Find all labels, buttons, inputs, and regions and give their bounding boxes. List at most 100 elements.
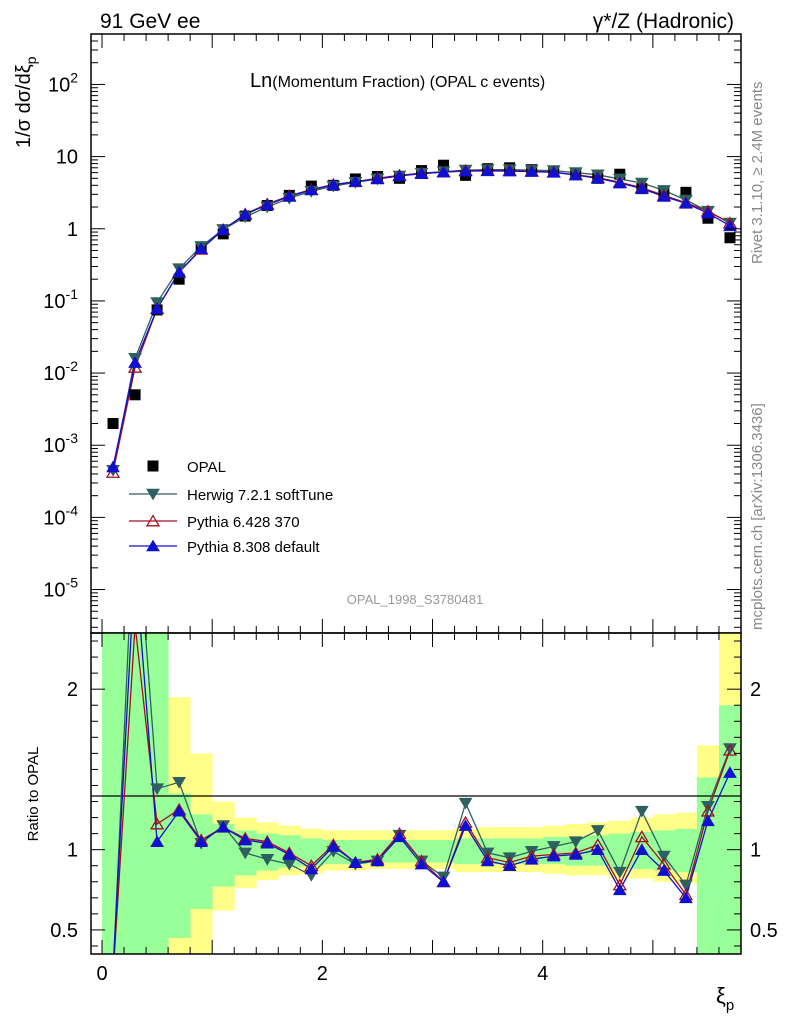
rivet-version-label: Rivet 3.1.10, ≥ 2.4M events bbox=[749, 82, 766, 265]
legend-marker-pythia-6-428-370 bbox=[145, 514, 161, 527]
ratio-herwig-7-2-1-softtune-point bbox=[657, 850, 671, 863]
pythia-8-308-default-point bbox=[546, 165, 561, 178]
ratio-pythia-8-308-default-point bbox=[150, 835, 164, 847]
ratio-pythia-8-308-default-point bbox=[414, 857, 429, 870]
pythia-8-308-default-point bbox=[282, 190, 297, 202]
y-tick-exponent: -4 bbox=[66, 502, 79, 518]
y-tick-exponent: -3 bbox=[66, 430, 79, 446]
ratio-y-tick-label: 0.5 bbox=[50, 920, 78, 942]
uncertainty-band-inner bbox=[300, 838, 323, 866]
opal-point bbox=[438, 159, 450, 171]
ratio-herwig-7-2-1-softtune-point bbox=[260, 854, 275, 866]
pythia-8-308-default-point bbox=[216, 223, 231, 236]
pythia-8-308-default-point bbox=[480, 164, 495, 177]
y-tick-base: 10 bbox=[43, 363, 65, 385]
ratio-pythia-8-308-default-point bbox=[282, 848, 297, 860]
pythia-8-308-default-point bbox=[436, 165, 451, 178]
analysis-watermark: OPAL_1998_S3780481 bbox=[347, 592, 483, 607]
ratio-y-tick-label-right: 0.5 bbox=[750, 920, 778, 942]
legend-label-opal: OPAL bbox=[187, 459, 226, 476]
uncertainty-band-inner bbox=[696, 777, 720, 954]
pythia-8-308-default-point bbox=[723, 219, 737, 232]
ratio-pythia-8-308-default-point bbox=[436, 875, 451, 888]
legend: OPAL Herwig 7.2.1 softTune Pythia 6.428 37… bbox=[129, 459, 333, 556]
ratio-pythia-8-308-default-point bbox=[370, 854, 385, 867]
ratio-pythia-8-308-default-point bbox=[524, 852, 539, 865]
pythia-8-308-default-point bbox=[260, 198, 275, 211]
pythia-8-308-default-point bbox=[106, 460, 120, 473]
x-axis-title: ξp bbox=[716, 983, 734, 1014]
ratio-pythia-8-308-default-point bbox=[657, 864, 671, 876]
pythia-8-308-default-point bbox=[458, 164, 473, 177]
opal-point bbox=[680, 186, 692, 198]
y-axis-title-sub: p bbox=[23, 56, 39, 64]
plot-title: Ln(Momentum Fraction) (OPAL c events) bbox=[250, 70, 545, 92]
ratio-pythia-8-308-default-point bbox=[723, 766, 737, 778]
y-tick-label: 102 bbox=[48, 69, 78, 96]
ratio-pythia-8-308-default-point bbox=[701, 814, 715, 827]
pythia-8-308-default-point bbox=[414, 167, 429, 179]
pythia-8-308-default-point bbox=[348, 175, 363, 187]
plot-title-rest: (Momentum Fraction) (OPAL c events) bbox=[272, 74, 545, 91]
legend-label-pythia-8-308-default: Pythia 8.308 default bbox=[187, 539, 320, 556]
pythia-8-308-default-point bbox=[392, 169, 407, 182]
pythia-8-308-default-point bbox=[194, 242, 209, 254]
pythia-8-308-default-point bbox=[326, 178, 341, 191]
ratio-pythia-8-308-default-point bbox=[502, 859, 517, 872]
y-axis-title: 1/σ dσ/dξp bbox=[13, 56, 39, 148]
ratio-plot-panel: 0.5 0.5 1 1 2 2 0 2 4 Ratio to OPAL ξp bbox=[25, 492, 778, 1014]
x-tick-label: 0 bbox=[96, 963, 107, 985]
y-tick-base: 10 bbox=[48, 74, 70, 96]
y-tick-label: 10-1 bbox=[43, 286, 78, 313]
pythia-8-308-default-point bbox=[701, 206, 715, 219]
opal-point bbox=[107, 418, 119, 430]
y-tick-base: 10 bbox=[43, 291, 65, 313]
y-tick-exponent: -1 bbox=[66, 286, 79, 302]
y-tick-exponent: -2 bbox=[66, 358, 79, 374]
y-tick-exponent: 2 bbox=[70, 69, 78, 85]
ratio-pythia-8-308-default-point bbox=[612, 883, 627, 896]
pythia-8-308-default-point bbox=[238, 208, 253, 220]
ratio-herwig-7-2-1-softtune-point bbox=[612, 866, 627, 879]
ratio-pythia-8-308-default-point bbox=[590, 843, 605, 855]
ratio-herwig-7-2-1-softtune-point bbox=[107, 970, 119, 980]
y-tick-label: 1 bbox=[67, 219, 78, 241]
process-label: γ*/Z (Hadronic) bbox=[593, 10, 734, 33]
mcplots-label: mcplots.cern.ch [arXiv:1306.3436] bbox=[749, 403, 766, 630]
ratio-herwig-7-2-1-softtune-point bbox=[568, 836, 583, 849]
pythia-8-308-default-point bbox=[150, 302, 164, 315]
ratio-y-tick-label: 2 bbox=[67, 679, 78, 701]
opal-point bbox=[724, 232, 736, 244]
legend-label-pythia-6-428-370: Pythia 6.428 370 bbox=[187, 514, 300, 531]
y-tick-label: 10-5 bbox=[43, 575, 78, 602]
legend-marker-pythia-8-308-default bbox=[146, 539, 160, 552]
ratio-pythia-8-308-default-point bbox=[129, 555, 141, 565]
uncertainty-band-inner bbox=[498, 838, 522, 865]
pythia-8-308-default-point bbox=[128, 356, 142, 368]
ratio-y-tick-label-right: 1 bbox=[750, 840, 761, 862]
opal-point bbox=[173, 273, 185, 285]
pythia-8-308-default-point bbox=[679, 196, 693, 209]
pythia-6-428-370-line bbox=[112, 169, 731, 473]
y-tick-label: 10-2 bbox=[43, 358, 78, 385]
pythia-8-308-default-line bbox=[112, 170, 731, 468]
ratio-herwig-7-2-1-softtune-point bbox=[129, 492, 141, 502]
ratio-pythia-6-428-370-point bbox=[107, 971, 119, 981]
pythia-8-308-default-point bbox=[304, 183, 319, 196]
pythia-8-308-default-point bbox=[657, 190, 671, 202]
ratio-y-tick-label-right: 2 bbox=[750, 679, 761, 701]
uncertainty-band-inner bbox=[388, 840, 411, 863]
x-axis-title-sub: p bbox=[726, 997, 734, 1014]
pythia-8-308-default-point bbox=[612, 176, 627, 189]
ratio-pythia-8-308-default-point bbox=[194, 835, 209, 847]
y-tick-label: 10-4 bbox=[43, 502, 78, 529]
opal-point bbox=[129, 389, 141, 401]
ratio-pythia-6-428-370-point bbox=[149, 817, 165, 830]
legend-marker-herwig-7-2-1-softtune bbox=[146, 488, 160, 501]
uncertainty-band-inner bbox=[212, 823, 235, 887]
ratio-pythia-8-308-default-point bbox=[392, 830, 407, 843]
pythia-8-308-default-point bbox=[370, 172, 385, 185]
ratio-y-axis-title: Ratio to OPAL bbox=[25, 747, 42, 842]
